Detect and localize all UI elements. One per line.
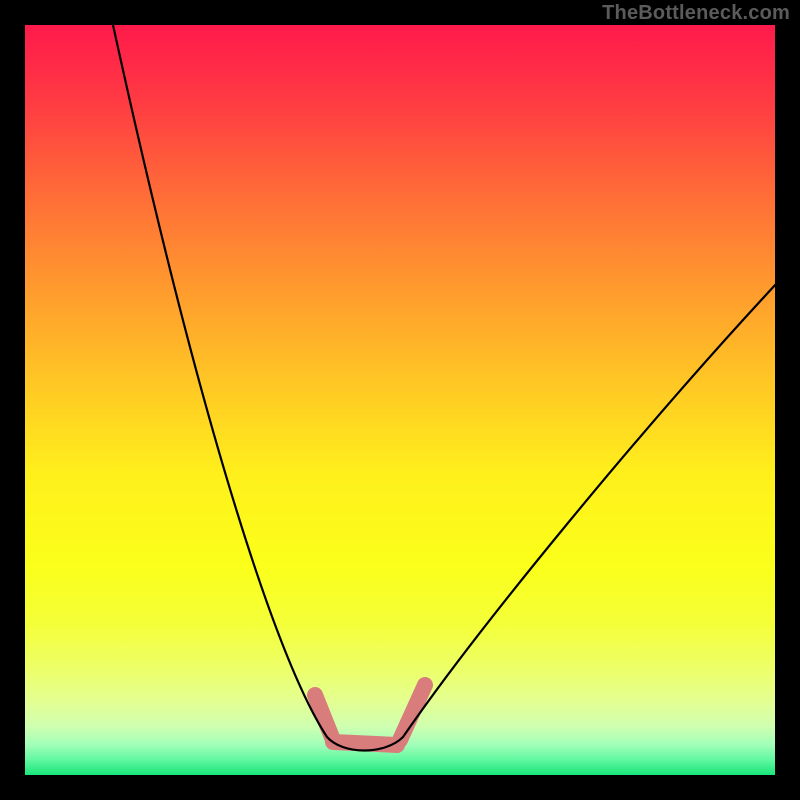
- bottleneck-curve: [113, 25, 775, 751]
- valley-marker: [333, 742, 397, 745]
- plot-area: [25, 25, 775, 775]
- bottom-markers: [315, 685, 425, 745]
- watermark-text: TheBottleneck.com: [602, 2, 790, 25]
- curve-layer: [25, 25, 775, 775]
- chart-outer-frame: TheBottleneck.com: [0, 0, 800, 800]
